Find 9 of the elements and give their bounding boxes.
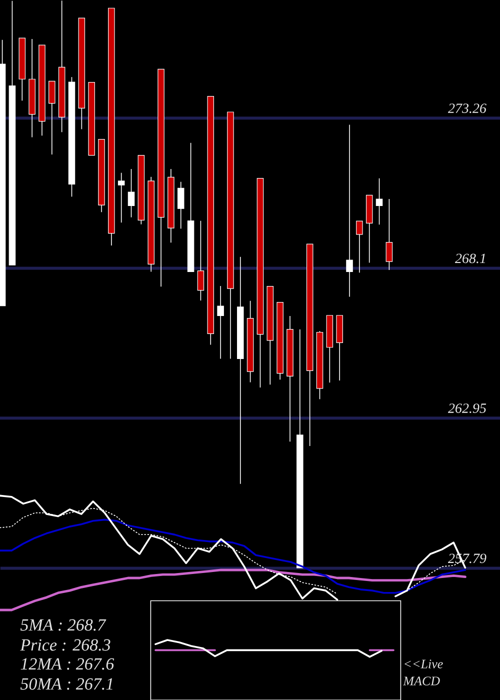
- y-tick-label: 268.1: [454, 254, 485, 264]
- y-tick-label: 262.95: [448, 404, 486, 414]
- y-tick-label: 273.26: [448, 104, 486, 114]
- text: MACD: [403, 676, 440, 686]
- annotation: 12MA : 267.6: [20, 658, 114, 670]
- annotation: 50MA : 267.1: [20, 678, 112, 690]
- text: <<Live: [404, 660, 443, 668]
- annotation: 5MA : 268.7: [20, 619, 106, 631]
- annotation: Price : 268.3: [20, 639, 110, 651]
